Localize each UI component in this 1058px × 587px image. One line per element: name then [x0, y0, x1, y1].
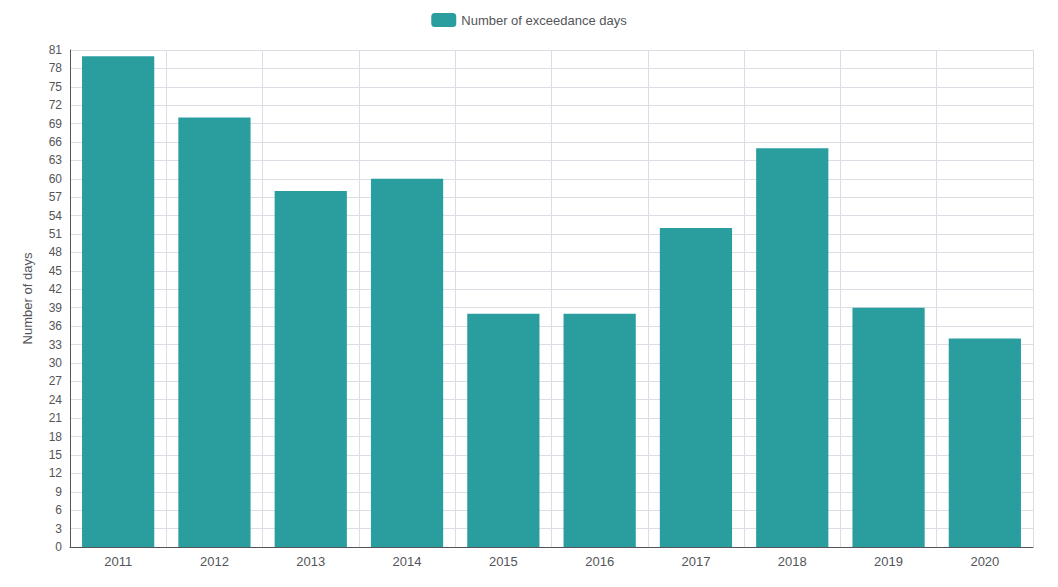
- svg-text:2017: 2017: [681, 554, 710, 569]
- svg-text:57: 57: [49, 190, 63, 204]
- svg-text:72: 72: [49, 98, 63, 112]
- svg-text:24: 24: [49, 393, 63, 407]
- svg-text:66: 66: [49, 135, 63, 149]
- svg-text:2020: 2020: [970, 554, 999, 569]
- svg-text:75: 75: [49, 80, 63, 94]
- svg-text:45: 45: [49, 264, 63, 278]
- svg-text:27: 27: [49, 374, 63, 388]
- svg-text:51: 51: [49, 227, 63, 241]
- svg-text:81: 81: [49, 43, 63, 57]
- svg-text:2012: 2012: [200, 554, 229, 569]
- svg-text:Number of exceedance days: Number of exceedance days: [461, 13, 627, 28]
- svg-text:2016: 2016: [585, 554, 614, 569]
- svg-text:2013: 2013: [296, 554, 325, 569]
- svg-text:0: 0: [55, 540, 62, 554]
- svg-text:2019: 2019: [874, 554, 903, 569]
- svg-text:18: 18: [49, 430, 63, 444]
- svg-text:54: 54: [49, 209, 63, 223]
- svg-text:42: 42: [49, 282, 63, 296]
- svg-text:33: 33: [49, 338, 63, 352]
- svg-text:63: 63: [49, 153, 63, 167]
- svg-text:21: 21: [49, 411, 63, 425]
- svg-text:2015: 2015: [489, 554, 518, 569]
- svg-text:60: 60: [49, 172, 63, 186]
- svg-text:6: 6: [55, 503, 62, 517]
- svg-text:9: 9: [55, 485, 62, 499]
- svg-text:Number of days: Number of days: [20, 252, 35, 344]
- svg-text:48: 48: [49, 245, 63, 259]
- svg-text:12: 12: [49, 466, 63, 480]
- svg-text:2014: 2014: [393, 554, 422, 569]
- svg-text:2018: 2018: [778, 554, 807, 569]
- svg-text:2011: 2011: [104, 554, 132, 569]
- svg-text:39: 39: [49, 301, 63, 315]
- svg-text:69: 69: [49, 117, 63, 131]
- svg-text:3: 3: [55, 522, 62, 536]
- svg-text:30: 30: [49, 356, 63, 370]
- svg-text:36: 36: [49, 319, 63, 333]
- svg-text:78: 78: [49, 61, 63, 75]
- svg-text:15: 15: [49, 448, 63, 462]
